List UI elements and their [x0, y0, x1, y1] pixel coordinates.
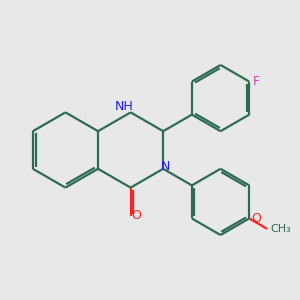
Text: N: N — [160, 160, 170, 173]
Text: O: O — [131, 209, 141, 222]
Text: O: O — [251, 212, 261, 225]
Text: F: F — [253, 75, 260, 88]
Text: CH₃: CH₃ — [270, 224, 291, 234]
Text: NH: NH — [115, 100, 133, 113]
